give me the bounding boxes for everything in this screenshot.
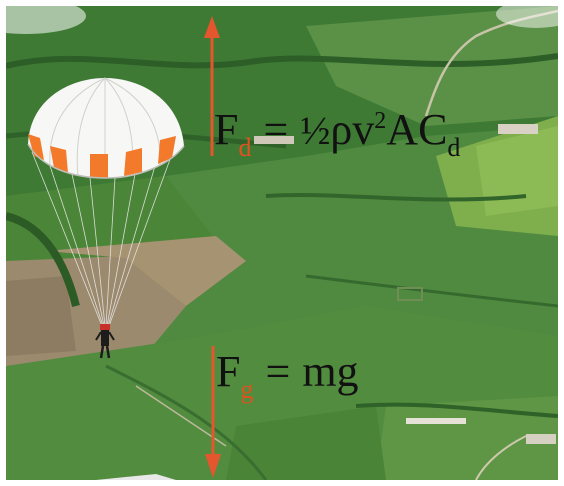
half-fraction: ½ bbox=[300, 108, 331, 153]
gravity-force-arrow bbox=[205, 346, 221, 478]
parachute-icon bbox=[27, 77, 185, 359]
area-symbol: A bbox=[386, 105, 419, 154]
coefficient-subscript: d bbox=[447, 133, 461, 162]
coefficient-symbol: C bbox=[418, 105, 448, 154]
skydiver bbox=[95, 324, 115, 359]
gravity-equals: = bbox=[265, 347, 291, 396]
velocity-exponent: 2 bbox=[374, 108, 387, 134]
photo-frame bbox=[6, 6, 558, 480]
gravity-equation: Fg = mg bbox=[216, 350, 359, 403]
gravity-subscript: g bbox=[240, 375, 254, 404]
drag-equals: = bbox=[263, 105, 289, 154]
drag-equation: Fd = ½ρv2ACd bbox=[214, 108, 460, 161]
drag-force-arrow bbox=[204, 16, 220, 156]
velocity-symbol: v bbox=[352, 105, 375, 154]
rho-symbol: ρ bbox=[330, 105, 353, 154]
gravity-rhs: mg bbox=[302, 347, 359, 396]
drag-force-symbol: F bbox=[214, 105, 239, 154]
drag-subscript: d bbox=[238, 133, 252, 162]
gravity-force-symbol: F bbox=[216, 347, 241, 396]
